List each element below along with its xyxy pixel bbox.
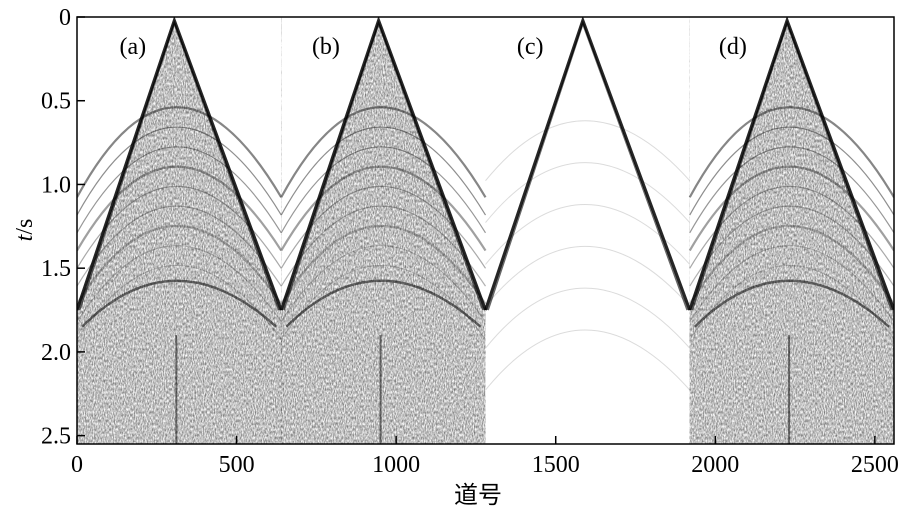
direct-wave bbox=[691, 20, 893, 311]
direct-wave bbox=[486, 20, 689, 311]
direct-wave bbox=[279, 17, 487, 311]
y-tick-label: 0.5 bbox=[41, 89, 71, 115]
gather-panel bbox=[688, 17, 894, 444]
x-axis-label: 道号 bbox=[454, 482, 502, 509]
reflection-event bbox=[285, 279, 482, 328]
x-tick-label: 2000 bbox=[691, 452, 739, 478]
reflection-event bbox=[77, 264, 282, 340]
direct-wave bbox=[484, 17, 692, 311]
y-tick-label: 2.0 bbox=[41, 340, 71, 366]
panel-label: (c) bbox=[517, 34, 544, 60]
reflection-event bbox=[280, 126, 487, 216]
y-tick-label: 2.5 bbox=[41, 424, 71, 450]
panel-label: (d) bbox=[719, 34, 747, 60]
y-axis-label: t/s bbox=[12, 219, 38, 242]
reflection-event bbox=[280, 205, 486, 287]
plot-area bbox=[77, 17, 894, 444]
reflection-event bbox=[77, 106, 283, 198]
direct-wave bbox=[77, 17, 283, 311]
reflection-event bbox=[280, 245, 486, 323]
reflection-event bbox=[280, 165, 487, 252]
direct-wave bbox=[282, 20, 485, 311]
panel-labels: (a) (b) (c) (d) bbox=[120, 34, 747, 60]
reflection-event bbox=[689, 245, 894, 323]
y-axis-label-symbol: t bbox=[12, 233, 38, 241]
reflection-event bbox=[485, 287, 691, 349]
y-tick-label: 1.5 bbox=[41, 256, 71, 282]
y-tick-label: 0 bbox=[59, 5, 71, 31]
reflection-event bbox=[77, 146, 282, 234]
plot-frame bbox=[76, 16, 895, 445]
reflection-event bbox=[485, 246, 691, 307]
reflection-event bbox=[280, 106, 487, 198]
y-tick-label: 1.0 bbox=[41, 172, 71, 198]
reflection-event bbox=[688, 165, 894, 252]
reflection-event bbox=[688, 106, 894, 198]
reflection-event bbox=[693, 279, 890, 328]
reflection-event bbox=[485, 120, 691, 182]
gather-panel bbox=[77, 17, 283, 444]
reflection-event bbox=[689, 264, 894, 340]
gather-panel bbox=[279, 17, 487, 444]
reflection-event bbox=[689, 205, 894, 287]
reflection-event bbox=[485, 162, 691, 223]
reflection-event bbox=[280, 146, 487, 234]
reflection-event bbox=[77, 126, 282, 216]
reflection-event bbox=[77, 245, 282, 323]
reflection-event bbox=[77, 165, 283, 252]
x-tick-label: 0 bbox=[71, 452, 83, 478]
x-tick-label: 1500 bbox=[532, 452, 580, 478]
panel-label: (b) bbox=[312, 34, 340, 60]
panels bbox=[77, 17, 894, 444]
y-axis-label-unit: /s bbox=[12, 219, 38, 235]
y-axis: 0 0.5 1.0 1.5 2.0 2.5 bbox=[41, 5, 85, 450]
reflection-event bbox=[485, 329, 691, 391]
reflection-event bbox=[280, 224, 487, 305]
reflection-event bbox=[81, 279, 278, 328]
direct-wave bbox=[688, 17, 894, 311]
panel-label: (a) bbox=[120, 34, 147, 60]
direct-wave bbox=[78, 20, 280, 311]
x-tick-label: 1000 bbox=[372, 452, 420, 478]
x-axis: 0 500 1000 1500 2000 2500 bbox=[71, 436, 899, 478]
reflection-event bbox=[280, 264, 486, 340]
reflection-event bbox=[689, 126, 894, 216]
reflection-event bbox=[688, 224, 894, 305]
reflection-event bbox=[77, 224, 283, 305]
reflection-event bbox=[689, 146, 894, 234]
reflection-event bbox=[77, 205, 282, 287]
x-tick-label: 500 bbox=[219, 452, 255, 478]
x-tick-label: 2500 bbox=[851, 452, 899, 478]
gather-panel bbox=[484, 17, 692, 391]
